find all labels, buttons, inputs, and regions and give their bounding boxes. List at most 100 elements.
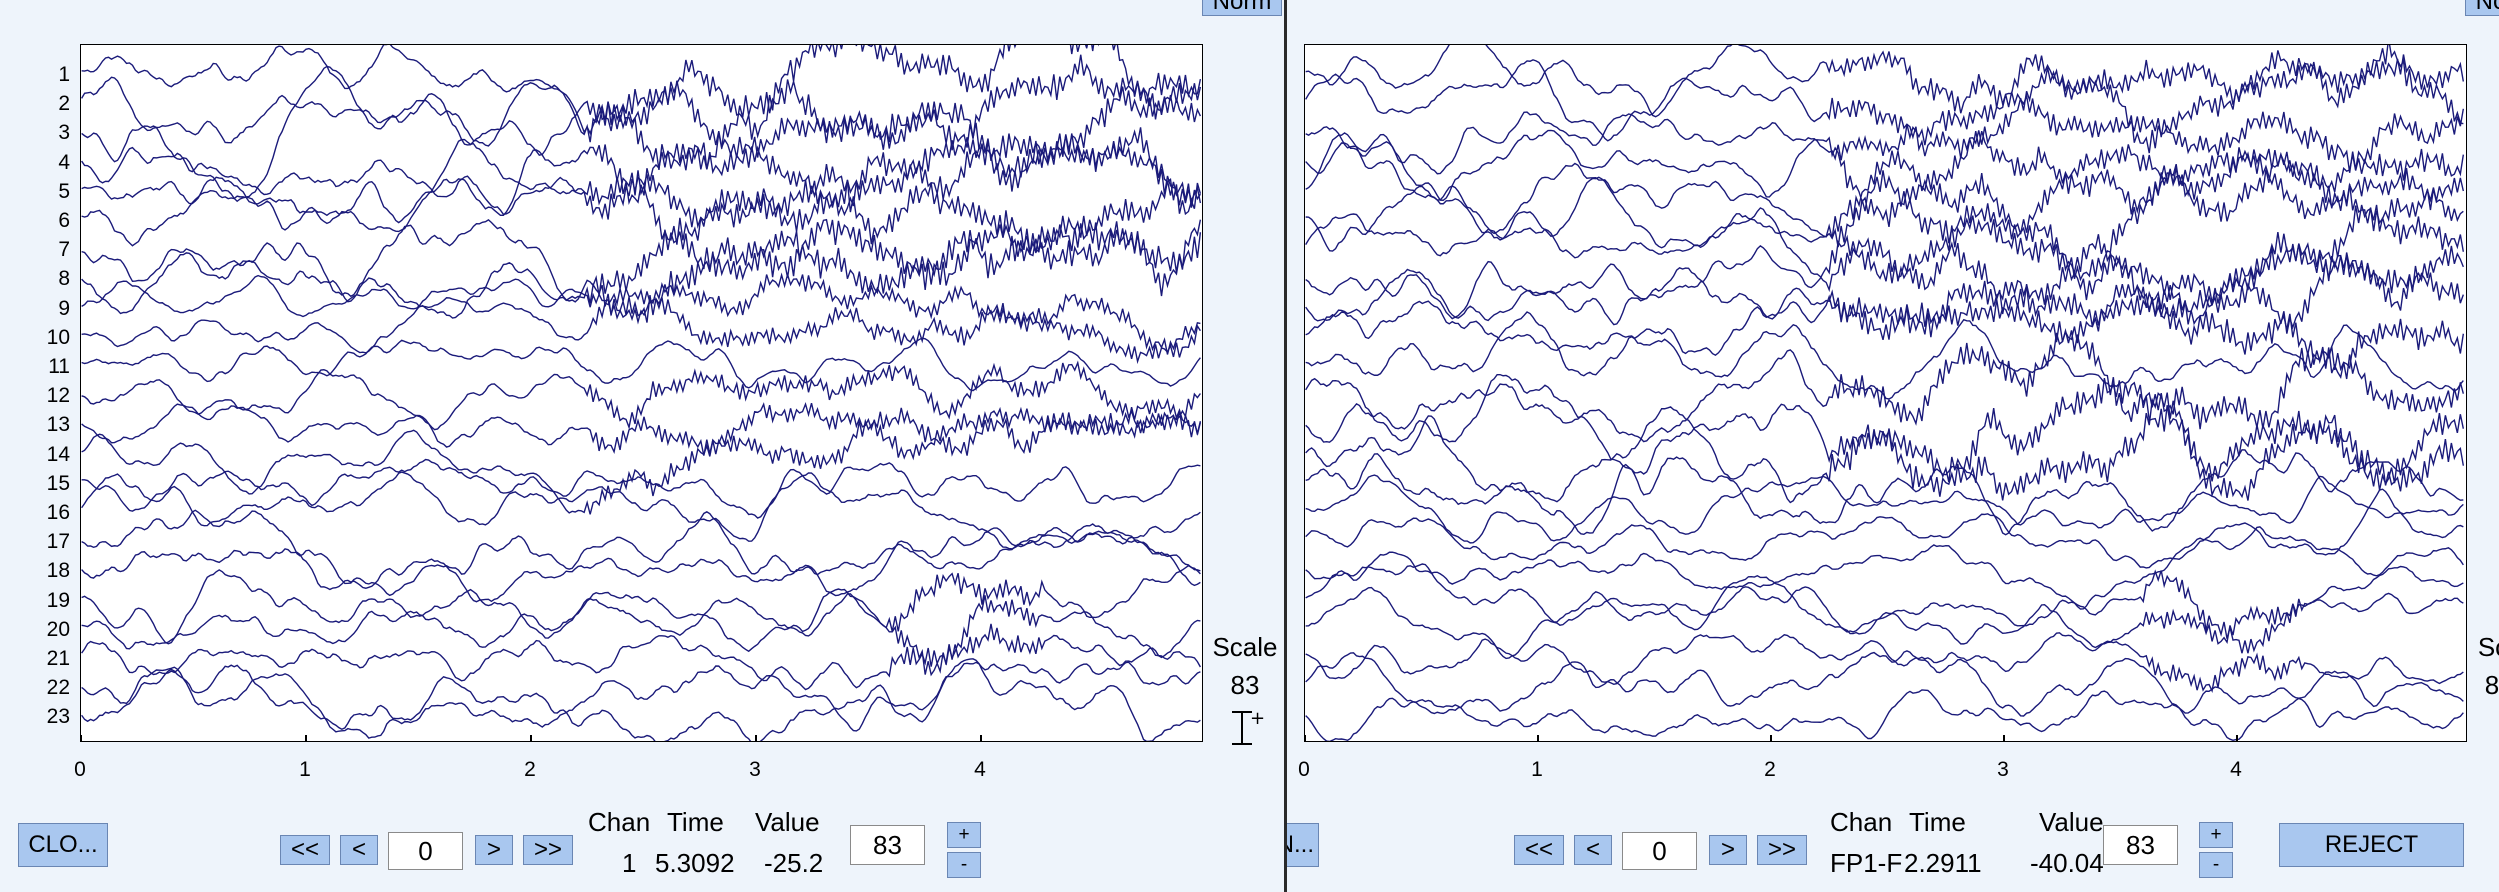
scale-label: Scale	[1212, 632, 1278, 662]
channel-label: 1	[58, 63, 70, 86]
eeg-traces-right	[1305, 45, 2465, 741]
eeg-trace	[1305, 488, 2464, 569]
eeg-trace	[81, 65, 1202, 203]
channel-label: 12	[46, 384, 70, 408]
eeg-trace	[81, 45, 1202, 140]
eeg-trace	[1305, 449, 2464, 536]
channel-label: 5	[58, 179, 70, 203]
close-button[interactable]: CLO...	[18, 823, 108, 867]
eeg-trace	[81, 593, 1201, 677]
scale-minus-button-right[interactable]: -	[2199, 852, 2233, 878]
eeg-trace	[1305, 129, 2465, 228]
time-header: Time	[667, 807, 724, 837]
value-header: Value	[755, 807, 820, 837]
channel-label: 11	[48, 355, 70, 378]
eeg-traces	[81, 45, 1202, 741]
eeg-trace	[1305, 151, 2465, 282]
channel-label: 19	[46, 588, 70, 612]
eeg-trace	[1305, 632, 2464, 693]
x-tick-mark	[530, 735, 532, 742]
scale-input[interactable]: 83	[850, 825, 925, 865]
prev-page-button[interactable]: <	[340, 835, 378, 865]
x-tick-mark	[305, 735, 307, 742]
channel-label: 15	[46, 471, 70, 495]
value-value-right: -40.04	[2030, 848, 2104, 878]
eeg-trace	[1305, 45, 2464, 159]
chan-value: 1	[622, 848, 637, 878]
last-page-button[interactable]: >>	[523, 835, 573, 865]
scale-label-right: Sc	[2477, 632, 2499, 662]
eeg-trace	[81, 471, 1201, 547]
eeg-window-left: Norm 1 2 3 4 5 6 7 8 9 10 11 12 13 14 15 16 17 18 19 20 21 22…	[18, 0, 1282, 878]
chan-header-right: Chan	[1830, 807, 1893, 837]
x-tick-mark	[755, 735, 757, 742]
x-tick-label: 2	[524, 758, 536, 781]
eeg-trace	[1305, 204, 2465, 303]
norm-button-right[interactable]: Norm	[2465, 0, 2499, 16]
time-header-right: Time	[1909, 807, 1966, 837]
eeg-trace	[81, 407, 1202, 515]
value-value: -25.2	[764, 848, 824, 878]
left-edge-button[interactable]: N...	[1287, 823, 1319, 867]
scale-minus-button[interactable]: -	[947, 852, 981, 878]
channel-label: 7	[58, 238, 70, 262]
chan-value-right: FP1-F	[1830, 848, 1903, 878]
channel-label: 20	[46, 617, 70, 641]
x-tick-label: 3	[749, 758, 761, 781]
eeg-trace	[1305, 474, 2464, 544]
eeg-trace	[81, 661, 1201, 739]
eeg-trace	[81, 658, 1201, 741]
scale-plus-button[interactable]: +	[947, 822, 981, 848]
scale-input-right[interactable]: 83	[2103, 825, 2178, 865]
channel-label: 16	[46, 501, 70, 524]
eeg-trace	[81, 397, 1202, 461]
next-page-button-right[interactable]: >	[1709, 835, 1747, 865]
scale-plus-button-right[interactable]: +	[2199, 822, 2233, 848]
channel-label: 23	[46, 705, 70, 729]
x-tick-mark	[2003, 735, 2005, 742]
eeg-trace	[81, 163, 1201, 262]
channel-label: 13	[46, 413, 70, 437]
eeg-plot[interactable]	[80, 44, 1203, 742]
eeg-trace	[1305, 378, 2465, 501]
x-tick-label: 4	[2230, 758, 2242, 781]
channel-label: 10	[46, 325, 70, 349]
eeg-trace	[81, 564, 1201, 653]
x-tick-mark	[1770, 735, 1772, 742]
reject-button[interactable]: REJECT	[2279, 823, 2464, 867]
scale-value-right: 8	[2484, 670, 2499, 700]
page-input-right[interactable]: 0	[1622, 832, 1697, 870]
eeg-trace	[81, 127, 1202, 233]
x-tick-label: 4	[974, 758, 986, 781]
first-page-button[interactable]: <<	[280, 835, 330, 865]
eeg-trace	[81, 458, 1201, 519]
channel-label: 4	[58, 150, 70, 174]
eeg-trace	[81, 54, 1202, 158]
x-tick-mark	[980, 735, 982, 742]
time-value-right: 2.2911	[1904, 848, 1982, 878]
time-value: 5.3092	[655, 848, 735, 878]
channel-label: 6	[58, 209, 70, 232]
eeg-trace	[81, 271, 1201, 355]
value-header-right: Value	[2039, 807, 2104, 837]
first-page-button-right[interactable]: <<	[1514, 835, 1564, 865]
eeg-trace	[1305, 231, 2464, 345]
x-tick-label: 0	[74, 758, 86, 781]
last-page-button-right[interactable]: >>	[1757, 835, 1807, 865]
x-tick-mark	[2236, 735, 2238, 742]
next-page-button[interactable]: >	[475, 835, 513, 865]
x-tick-label: 2	[1764, 758, 1776, 781]
page-input[interactable]: 0	[388, 832, 463, 870]
eeg-trace	[1305, 283, 2465, 372]
eeg-trace	[1305, 132, 2464, 239]
x-tick-label: 3	[1997, 758, 2009, 781]
eeg-plot-right[interactable]	[1304, 44, 2467, 742]
eeg-trace	[81, 337, 1201, 392]
prev-page-button-right[interactable]: <	[1574, 835, 1612, 865]
eeg-trace	[1305, 574, 2464, 660]
eeg-trace	[1305, 650, 2464, 717]
eeg-trace	[1305, 91, 2465, 175]
eeg-trace	[81, 623, 1202, 691]
chan-header: Chan	[588, 807, 651, 837]
norm-button[interactable]: Norm	[1202, 0, 1282, 16]
